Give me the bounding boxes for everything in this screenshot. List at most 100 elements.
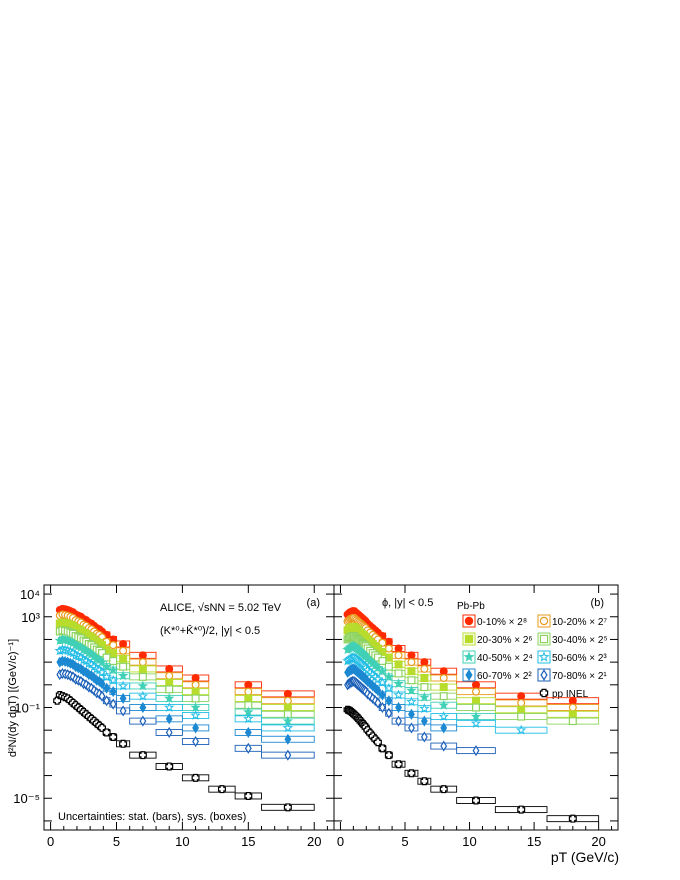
legend-marker [464, 616, 474, 626]
legend-marker [539, 634, 549, 644]
data-point [394, 660, 403, 669]
data-point [163, 692, 175, 703]
data-point [394, 669, 403, 678]
data-point [137, 680, 149, 691]
data-point [378, 701, 386, 714]
data-point [165, 713, 173, 725]
data-point [138, 658, 147, 667]
data-point [420, 664, 429, 673]
data-point [393, 678, 404, 689]
data-point [517, 712, 526, 721]
data-point [109, 649, 118, 658]
data-point [103, 682, 111, 694]
data-point [517, 705, 526, 714]
legend-marker [539, 616, 549, 626]
data-point [191, 694, 200, 703]
data-point [217, 785, 226, 794]
x-tick-label: 15 [241, 834, 255, 849]
data-point [191, 680, 200, 689]
legend-box [537, 668, 551, 682]
x-tick-label: 10 [462, 834, 476, 849]
data-point [472, 696, 481, 705]
legend-label-60-70: 60-70% × 2² [477, 671, 532, 682]
legend-marker [539, 688, 549, 698]
data-point [101, 661, 112, 672]
data-point [192, 722, 200, 734]
data-point [139, 715, 147, 727]
data-point [384, 751, 393, 760]
y-tick-label: 10⁻⁵ [13, 791, 40, 806]
data-point [384, 644, 393, 653]
data-point [440, 740, 448, 752]
data-point [98, 690, 106, 702]
data-point [96, 656, 108, 667]
legend-label-30-40: 30-40% × 2⁵ [552, 635, 608, 646]
collision-system-label: ALICE, √sNN = 5.02 TeV [160, 602, 282, 614]
x-tick-label: 0 [337, 834, 344, 849]
y-axis-title-text: d²N/(dy dpT) [(GeV/c)⁻¹] [7, 639, 19, 757]
data-point [439, 692, 448, 701]
data-point [190, 709, 201, 720]
data-point [138, 664, 147, 673]
data-point [472, 687, 481, 696]
y-tick-label: 10³ [21, 610, 40, 625]
legend-label-0-10: 0-10% × 2⁸ [477, 617, 527, 628]
data-point [103, 695, 111, 707]
legend-box [462, 650, 476, 664]
uncertainties-label: Uncertainties: stat. (bars), sys. (boxes… [58, 811, 246, 823]
data-point [408, 708, 415, 720]
data-point [282, 722, 294, 733]
y-tick-label: 10⁻¹ [14, 701, 40, 716]
x-tick-label: 15 [527, 834, 541, 849]
phi-label: ϕ, |y| < 0.5 [382, 597, 433, 609]
data-point [419, 691, 430, 702]
data-point [109, 686, 117, 698]
data-point [119, 662, 128, 671]
data-point [283, 803, 292, 812]
data-point [165, 762, 174, 771]
data-point [568, 696, 577, 705]
legend-title: Pb-Pb [457, 601, 485, 612]
data-point [568, 710, 577, 719]
data-point [138, 751, 147, 760]
x-tick-label: 10 [175, 834, 189, 849]
legend-box [537, 650, 551, 664]
legend-label-40-50: 40-50% × 2⁴ [477, 653, 533, 664]
data-point [139, 701, 147, 714]
data-point [395, 701, 402, 714]
data-point [394, 644, 403, 653]
legend-label-70-80: 70-80% × 2¹ [552, 671, 607, 682]
data-point [393, 689, 404, 700]
data-point [472, 680, 481, 689]
data-point [283, 689, 292, 698]
data-point [163, 701, 175, 712]
data-point [383, 682, 395, 693]
data-point [395, 715, 402, 727]
data-point [383, 671, 395, 682]
data-point [420, 674, 429, 683]
data-point [394, 651, 403, 660]
data-point [439, 785, 448, 794]
data-point [377, 665, 388, 676]
data-point [407, 676, 416, 685]
data-point [517, 692, 526, 701]
data-point [102, 728, 111, 737]
legend-box [537, 632, 551, 646]
data-point [165, 664, 174, 673]
particle-label: (K*⁰+K̄*⁰)/2, |y| < 0.5 [160, 624, 260, 637]
data-point [568, 703, 577, 712]
data-point [472, 796, 480, 805]
legend-box [462, 614, 476, 628]
data-point [243, 713, 254, 724]
data-point [138, 651, 147, 660]
data-point [284, 749, 292, 761]
data-point [394, 760, 403, 769]
data-point [472, 745, 480, 757]
data-point [190, 701, 201, 712]
data-point [109, 656, 118, 665]
data-point [137, 690, 149, 701]
legend-label-10-20: 10-20% × 2⁷ [552, 617, 607, 628]
data-point [244, 680, 253, 689]
data-point [109, 732, 118, 741]
